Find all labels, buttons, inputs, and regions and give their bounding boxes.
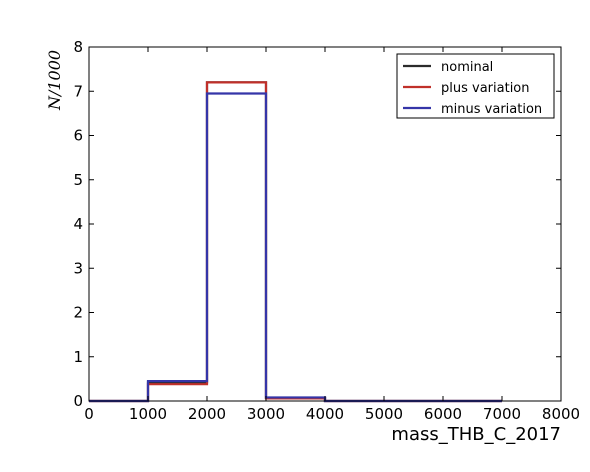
y-tick-label: 2 [73, 304, 83, 322]
y-tick-label: 8 [73, 38, 83, 56]
x-tick-label: 3000 [247, 405, 285, 423]
y-tick-label: 3 [73, 259, 83, 277]
ticks-layer: 0 1000 2000 3000 4000 5000 6000 7000 8000 0 1 2 3 4 5 6… [73, 38, 580, 423]
x-tick-label: 0 [84, 405, 94, 423]
legend-label: plus variation [441, 81, 530, 96]
x-axis-label: mass_THB_C_2017 [391, 424, 561, 445]
x-tick-label: 4000 [306, 405, 344, 423]
y-tick-label: 6 [73, 127, 83, 145]
x-tick-label: 8000 [542, 405, 580, 423]
y-tick-label: 1 [73, 348, 83, 366]
y-tick-label: 7 [73, 82, 83, 100]
legend-label: nominal [441, 60, 493, 75]
x-tick-label: 1000 [129, 405, 167, 423]
x-tick-label: 7000 [483, 405, 521, 423]
x-tick-label: 2000 [188, 405, 226, 423]
y-axis-label: N/1000 [45, 50, 64, 111]
x-tick-label: 5000 [365, 405, 403, 423]
legend-label: minus variation [441, 102, 542, 117]
legend: nominal plus variation minus variation [396, 53, 555, 119]
y-tick-label: 4 [73, 215, 83, 233]
y-tick-label: 0 [73, 392, 83, 410]
x-tick-label: 6000 [424, 405, 462, 423]
y-tick-label: 5 [73, 171, 83, 189]
